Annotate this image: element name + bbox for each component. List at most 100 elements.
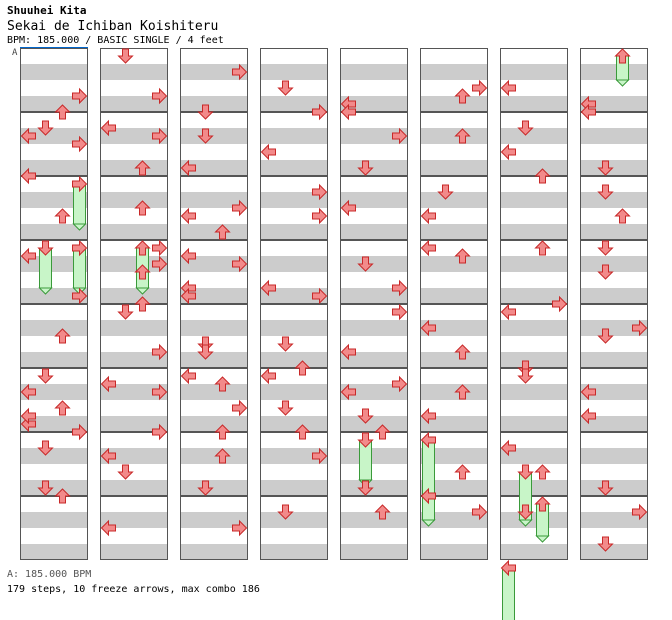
beat-stripe (500, 96, 568, 112)
beat-stripe (260, 96, 328, 112)
freeze-arrow (72, 175, 88, 231)
measure-box (20, 240, 88, 304)
down-arrow (517, 120, 534, 136)
beat-stripe (500, 288, 568, 304)
measure-box (180, 240, 248, 304)
right-arrow (152, 423, 168, 441)
freeze-tail (518, 519, 533, 527)
beat-stripe (340, 416, 408, 432)
beat-stripe (580, 544, 648, 560)
beat-stripe (100, 416, 168, 432)
beat-stripe (420, 416, 488, 432)
down-arrow (597, 536, 614, 552)
left-arrow (500, 303, 516, 321)
left-arrow (100, 447, 116, 465)
measure-box (260, 432, 328, 496)
beat-stripe (420, 64, 488, 80)
beat-stripe (420, 256, 488, 272)
freeze-tail (421, 519, 436, 527)
measure-box (420, 368, 488, 432)
measure-box (420, 304, 488, 368)
left-arrow (340, 383, 356, 401)
beat-stripe (100, 448, 168, 464)
freeze-head-left-arrow (500, 559, 516, 577)
freeze-head-down-arrow (37, 240, 54, 256)
measure-box (500, 48, 568, 112)
down-arrow (597, 264, 614, 280)
beat-stripe (180, 320, 248, 336)
beat-stripe (420, 512, 488, 528)
freeze-arrow (357, 432, 374, 487)
beat-stripe (340, 64, 408, 80)
left-arrow (180, 367, 196, 385)
right-arrow (552, 295, 568, 313)
beat-stripe (100, 64, 168, 80)
beat-stripe (580, 288, 648, 304)
right-arrow (312, 103, 328, 121)
measure-box (180, 112, 248, 176)
right-arrow (312, 207, 328, 225)
measure-box (100, 48, 168, 112)
measure-box (340, 368, 408, 432)
right-arrow (72, 423, 88, 441)
down-arrow (597, 480, 614, 496)
down-arrow (277, 400, 294, 416)
chart-column (260, 48, 328, 560)
measure-box (100, 240, 168, 304)
measure-box (260, 176, 328, 240)
beat-stripe (20, 64, 88, 80)
beat-stripe (180, 416, 248, 432)
measure-box (20, 112, 88, 176)
beat-stripe (340, 544, 408, 560)
beat-stripe (580, 320, 648, 336)
beat-stripe (20, 352, 88, 368)
left-arrow (340, 343, 356, 361)
measure-box (340, 304, 408, 368)
left-arrow (420, 407, 436, 425)
measure-box (500, 240, 568, 304)
beat-stripe (260, 512, 328, 528)
measure-box (420, 48, 488, 112)
beat-stripe (20, 224, 88, 240)
down-arrow (197, 480, 214, 496)
up-arrow (214, 424, 231, 440)
measure-box (420, 112, 488, 176)
beat-stripe (580, 384, 648, 400)
freeze-arrow (72, 239, 88, 295)
beat-stripe (580, 448, 648, 464)
left-arrow (100, 119, 116, 137)
beat-stripe (500, 384, 568, 400)
measure-box (180, 48, 248, 112)
left-arrow (20, 127, 36, 145)
beat-stripe (20, 544, 88, 560)
freeze-body (422, 439, 435, 521)
beat-stripe (420, 544, 488, 560)
beat-stripe (580, 352, 648, 368)
left-arrow (420, 207, 436, 225)
beat-stripe (20, 448, 88, 464)
freeze-head-right-arrow (72, 175, 88, 193)
up-arrow (534, 240, 551, 256)
up-arrow (54, 328, 71, 344)
beat-stripe (420, 384, 488, 400)
beat-stripe (180, 512, 248, 528)
freeze-head-left-arrow (420, 431, 436, 449)
right-arrow (232, 199, 248, 217)
beat-stripe (20, 416, 88, 432)
up-arrow (294, 424, 311, 440)
measure-box (420, 240, 488, 304)
beat-stripe (260, 352, 328, 368)
beat-stripe (100, 512, 168, 528)
right-arrow (72, 287, 88, 305)
beat-stripe (340, 320, 408, 336)
left-arrow (180, 207, 196, 225)
beat-stripe (180, 64, 248, 80)
measure-box (260, 368, 328, 432)
measure-box (20, 432, 88, 496)
beat-stripe (100, 192, 168, 208)
measure-box (500, 432, 568, 496)
measure-box (100, 112, 168, 176)
beat-stripe (20, 320, 88, 336)
chart-info: BPM: 185.000 / BASIC SINGLE / 4 feet (7, 35, 224, 46)
